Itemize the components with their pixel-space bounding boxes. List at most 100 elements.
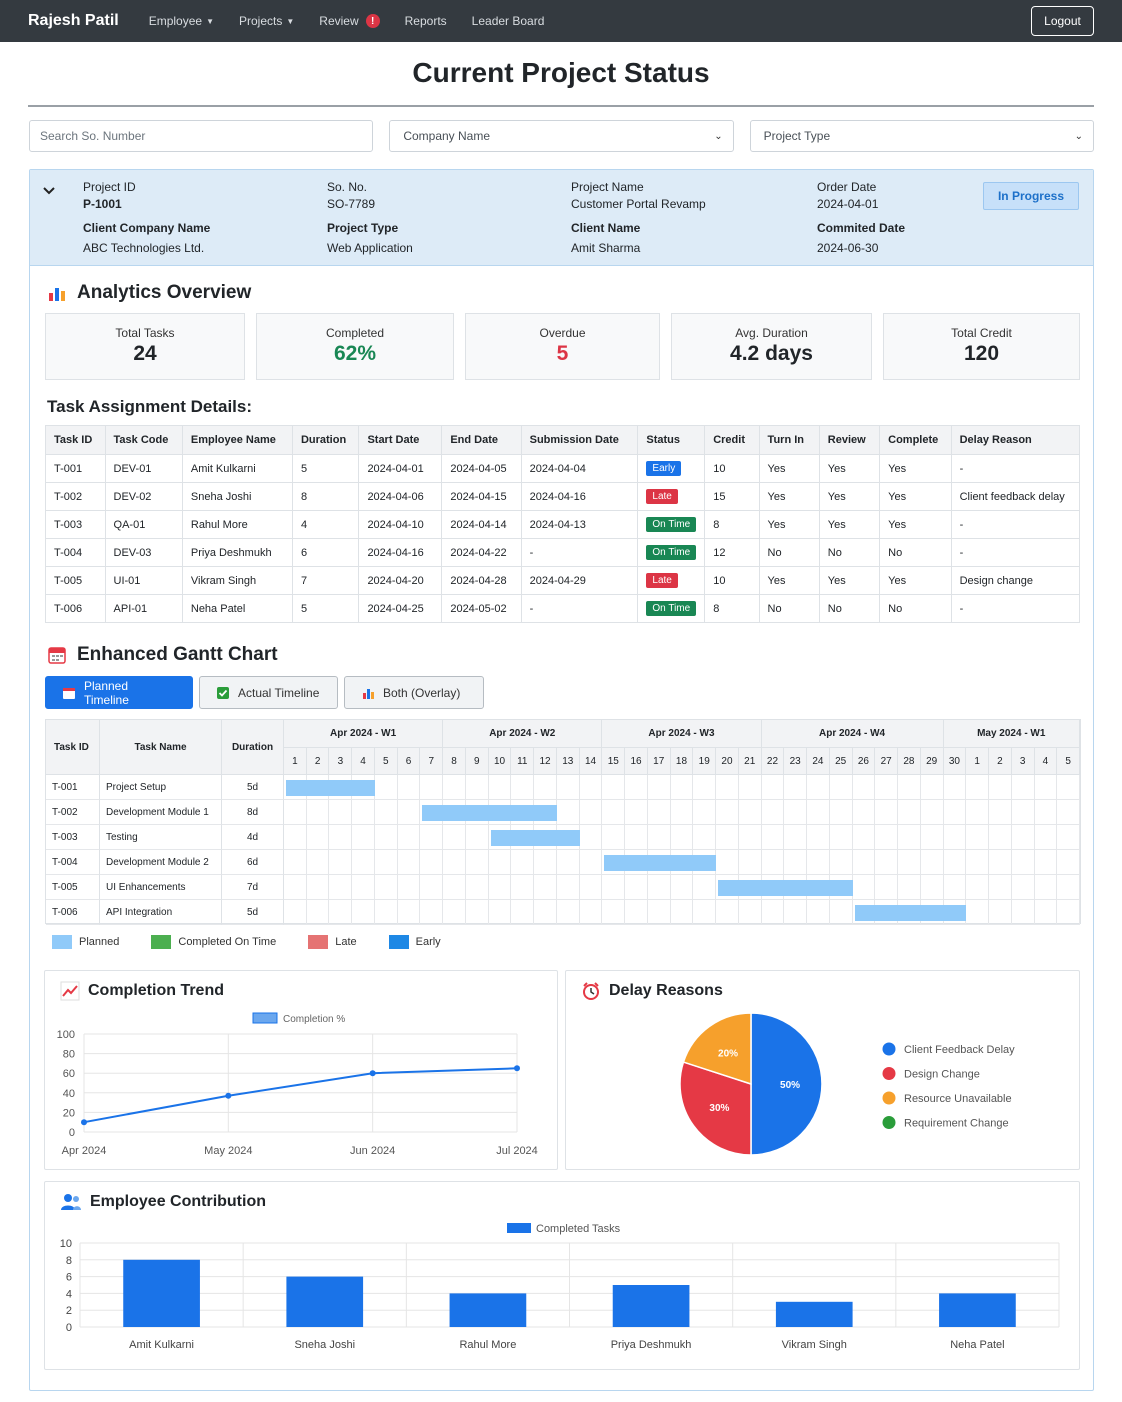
project-name-value: Customer Portal Revamp [571, 197, 706, 211]
gantt-cell [284, 800, 307, 825]
pie-slice[interactable] [682, 1012, 752, 1086]
table-header: Start Date [358, 425, 443, 455]
legend-label: Completed On Time [178, 935, 277, 948]
project-type-select[interactable]: Project Type ⌄ [749, 120, 1094, 152]
delay-reasons-heading: Delay Reasons [581, 981, 723, 1001]
table-header: Credit [704, 425, 760, 455]
bar[interactable] [286, 1276, 364, 1327]
table-row: T-002 DEV-02 Sneha Joshi 8 2024-04-06 2024-04… [45, 482, 1081, 511]
table-row: T-004 DEV-03 Priya Deshmukh 6 2024-04-16 2024… [45, 538, 1081, 567]
gantt-cell [852, 825, 876, 850]
order-date-field: Order Date 2024-04-01 [817, 179, 878, 213]
pie-slice[interactable] [750, 1012, 823, 1156]
gantt-cell [534, 900, 557, 925]
nav-employee[interactable]: Employee ▼ [149, 14, 214, 28]
data-point[interactable] [81, 1119, 87, 1126]
legend-label: Client Feedback Delay [904, 1044, 1015, 1056]
gantt-cell [374, 850, 398, 875]
table-cell: On Time [637, 594, 706, 623]
logout-button[interactable]: Logout [1031, 6, 1094, 36]
tab-planned-timeline[interactable]: Planned Timeline [45, 676, 193, 709]
nav-reports[interactable]: Reports [404, 14, 447, 28]
table-cell: T-006 [45, 594, 106, 623]
gantt-cell [1034, 875, 1058, 900]
company-select[interactable]: Company Name ⌄ [389, 120, 734, 152]
bar[interactable] [449, 1293, 527, 1327]
status-tag: Early [646, 461, 682, 476]
chevron-down-icon[interactable] [43, 183, 55, 199]
gantt-bar[interactable] [854, 905, 967, 921]
nav-projects[interactable]: Projects ▼ [239, 14, 294, 28]
table-cell: Vikram Singh [181, 566, 293, 595]
gantt-bar[interactable] [718, 880, 853, 896]
brand-name[interactable]: Rajesh Patil [28, 12, 119, 29]
table-cell: Neha Patel [181, 594, 293, 623]
gantt-cell [465, 875, 489, 900]
gantt-cell [716, 850, 739, 875]
calendar-icon [62, 687, 75, 699]
data-point[interactable] [369, 1070, 376, 1077]
gantt-cell [374, 900, 398, 925]
data-point[interactable] [225, 1092, 232, 1099]
gantt-cell [647, 825, 671, 850]
gantt-row-cell: T-001 [46, 775, 100, 800]
gantt-bar[interactable] [490, 830, 580, 846]
navbar: Rajesh Patil Employee ▼ Projects ▼ Review!… [0, 0, 1122, 42]
y-tick-label: 2 [66, 1305, 72, 1317]
gantt-day-header: 29 [920, 748, 944, 775]
legend-swatch [252, 1012, 278, 1024]
table-cell: QA-01 [104, 510, 183, 539]
gantt-cell [829, 900, 853, 925]
bar[interactable] [939, 1293, 1016, 1327]
table-header: Review [818, 425, 881, 455]
gantt-cell [693, 900, 717, 925]
bar[interactable] [123, 1259, 200, 1327]
gantt-bar[interactable] [422, 805, 557, 821]
y-tick-label: 80 [63, 1049, 75, 1061]
gantt-cell [488, 875, 512, 900]
gantt-cell [693, 875, 717, 900]
project-type-label: Project Type [327, 221, 399, 235]
employee-contribution-chart: Completed Tasks 0 2 4 6 8 10 Amit Kulkarni Sneha… [60, 1223, 1060, 1351]
gantt-day-header: 1 [284, 748, 307, 775]
stat-label: Avg. Duration [735, 326, 808, 340]
gantt-week-header: Apr 2024 - W4 [761, 720, 944, 748]
legend-swatch [52, 935, 72, 949]
gantt-cell [1034, 900, 1058, 925]
legend-label: Early [415, 935, 441, 948]
gantt-row-cell: 4d [222, 825, 284, 850]
nav-review[interactable]: Review! [319, 14, 380, 28]
gantt-cell [556, 900, 580, 925]
table-cell: No [818, 594, 881, 623]
table-cell: 15 [704, 482, 760, 511]
gantt-title: Enhanced Gantt Chart [77, 644, 278, 665]
x-tick-label: Neha Patel [950, 1339, 1004, 1351]
nav-projects-label: Projects [239, 14, 283, 28]
gantt-bar[interactable] [604, 855, 717, 871]
tab-actual-timeline[interactable]: Actual Timeline [199, 676, 338, 709]
gantt-cell [829, 775, 853, 800]
gantt-cell [898, 825, 921, 850]
table-cell: 2024-04-05 [441, 454, 522, 483]
search-so-input[interactable]: Search So. Number [29, 120, 374, 152]
data-point[interactable] [514, 1065, 520, 1072]
nav-leader-board[interactable]: Leader Board [471, 14, 545, 28]
table-cell: 2024-04-16 [520, 482, 639, 511]
gantt-day-header: 18 [670, 748, 694, 775]
gantt-cell [989, 850, 1012, 875]
bar[interactable] [775, 1301, 853, 1327]
gantt-bar[interactable] [286, 780, 375, 796]
bar-chart-icon [363, 688, 374, 699]
x-tick-label: May 2024 [204, 1145, 252, 1157]
gantt-cell [784, 850, 808, 875]
project-card-header[interactable]: Project ID P-1001 So. No. SO-7789 Project … [30, 170, 1093, 266]
client-name-field: Client Name Amit Sharma [571, 220, 640, 257]
stat-value: 5 [556, 342, 569, 365]
gantt-cell [374, 875, 398, 900]
tab-both-overlay[interactable]: Both (Overlay) [344, 676, 484, 709]
gantt-cell [852, 875, 876, 900]
gantt-cell [511, 850, 535, 875]
bar[interactable] [612, 1285, 690, 1327]
pie-slice[interactable] [679, 1061, 752, 1156]
table-cell: Yes [818, 482, 881, 511]
